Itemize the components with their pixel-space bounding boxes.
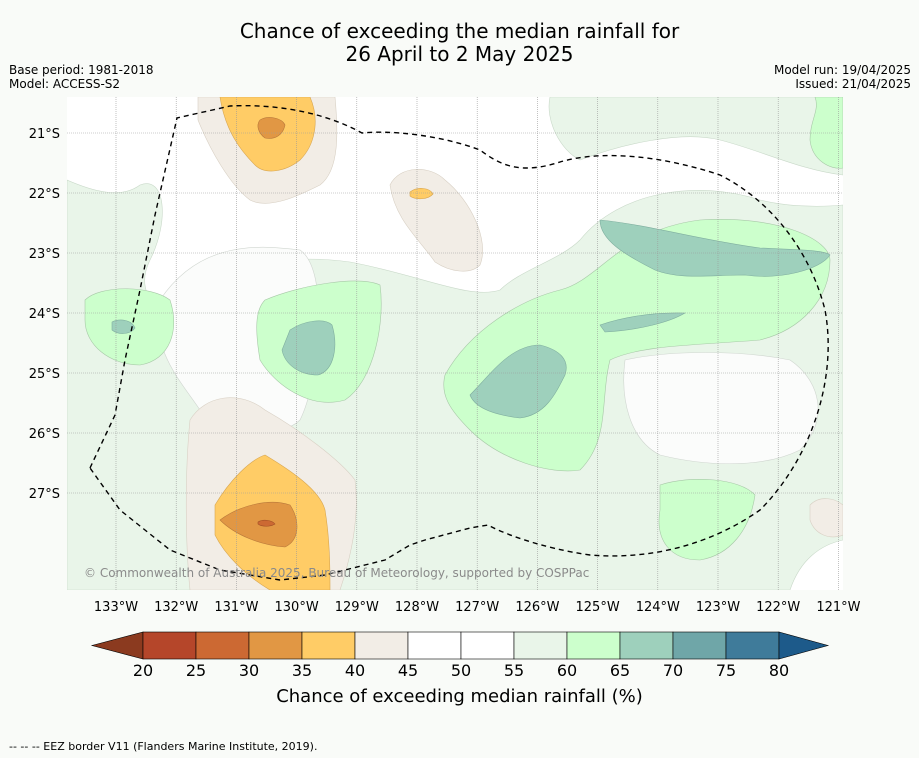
eez-legend: -- -- -- EEZ border V11 (Flanders Marine…: [9, 740, 318, 753]
lat-label: 25°S: [29, 367, 60, 382]
longitude-labels: 133°W 132°W 131°W 130°W 129°W 128°W 127°W 126°W…: [94, 600, 861, 615]
meta-left: Base period: 1981-2018 Model: ACCESS-S2: [9, 63, 154, 91]
colorbar-segment: [195, 631, 250, 660]
region-60-65-northeast: [809, 97, 843, 169]
lat-label: 26°S: [29, 427, 60, 442]
colorbar-tick-label: 75: [716, 661, 736, 680]
lon-label: 132°W: [154, 600, 198, 615]
region-65-70-east: [599, 219, 831, 277]
colorbar-segment: [142, 631, 197, 660]
lat-label: 21°S: [29, 127, 60, 142]
lon-label: 131°W: [214, 600, 258, 615]
lat-label: 22°S: [29, 187, 60, 202]
colorbar-segment: [301, 631, 356, 660]
lat-label: 23°S: [29, 247, 60, 262]
map-title-line1: Chance of exceeding the median rainfall …: [239, 19, 680, 43]
lon-label: 122°W: [756, 600, 800, 615]
colorbar-extend-low: [90, 631, 144, 660]
colorbar-tick-label: 60: [557, 661, 577, 680]
colorbar-tick-label: 55: [504, 661, 524, 680]
map-field: [67, 97, 843, 590]
lon-label: 129°W: [335, 600, 379, 615]
colorbar-tick-label: 25: [186, 661, 206, 680]
region-65-70-south: [469, 344, 567, 419]
colorbar-segment: [672, 631, 727, 660]
lon-label: 126°W: [515, 600, 559, 615]
colorbar-title: Chance of exceeding median rainfall (%): [276, 686, 643, 707]
colorbar-segment: [248, 631, 303, 660]
region-35-40-small: [409, 188, 434, 200]
colorbar-tick-label: 20: [133, 661, 153, 680]
region-65-70-center: [281, 320, 336, 376]
lon-label: 128°W: [395, 600, 439, 615]
colorbar-segment: [513, 631, 568, 660]
lon-label: 124°W: [636, 600, 680, 615]
eez-border: [89, 104, 829, 581]
colorbar-tick-label: 50: [451, 661, 471, 680]
issued-date: Issued: 21/04/2025: [795, 77, 911, 91]
lon-label: 121°W: [816, 600, 860, 615]
lat-label: 27°S: [29, 487, 60, 502]
gridlines: [67, 97, 843, 590]
model-name: Model: ACCESS-S2: [9, 77, 121, 91]
lon-label: 125°W: [576, 600, 620, 615]
region-30-35-north: [257, 117, 286, 139]
model-run: Model run: 19/04/2025: [773, 63, 911, 77]
colorbar-segment: [460, 631, 515, 660]
colorbar-segment: [725, 631, 780, 660]
colorbar-tick-label: 70: [663, 661, 683, 680]
colorbar-tick-label: 45: [398, 661, 418, 680]
colorbar-tick-label: 30: [239, 661, 259, 680]
region-60-65-southeast: [658, 478, 756, 561]
region-40-45-east: [809, 498, 843, 538]
region-45-55-center: [157, 246, 320, 432]
colorbar-segment: [407, 631, 462, 660]
base-period: Base period: 1981-2018: [9, 63, 154, 77]
map-title-line2: 26 April to 2 May 2025: [345, 42, 574, 66]
lat-label: 24°S: [29, 307, 60, 322]
region-65-70-west: [111, 319, 136, 334]
lon-label: 123°W: [696, 600, 740, 615]
copyright-credit: © Commonwealth of Australia 2025, Bureau…: [84, 566, 590, 580]
colorbar-tick-label: 40: [345, 661, 365, 680]
colorbar-segment: [619, 631, 674, 660]
colorbar: 20 25 30 35 40 45 50 55 60 65 70 75 80: [90, 631, 830, 680]
colorbar-segment: [354, 631, 409, 660]
colorbar-tick-label: 65: [610, 661, 630, 680]
colorbar-segment: [566, 631, 621, 660]
lon-label: 133°W: [94, 600, 138, 615]
colorbar-extend-high: [778, 631, 830, 660]
meta-right: Model run: 19/04/2025 Issued: 21/04/2025: [774, 63, 911, 91]
region-25-30-south: [257, 519, 276, 527]
colorbar-tick-label: 35: [292, 661, 312, 680]
region-45-55-east: [623, 352, 819, 464]
lon-label: 127°W: [455, 600, 499, 615]
lon-label: 130°W: [275, 600, 319, 615]
colorbar-tick-label: 80: [769, 661, 789, 680]
region-65-70-mid: [599, 312, 687, 333]
region-55-60-north: [548, 97, 843, 176]
latitude-labels: 21°S 22°S 23°S 24°S 25°S 26°S 27°S: [29, 127, 60, 502]
